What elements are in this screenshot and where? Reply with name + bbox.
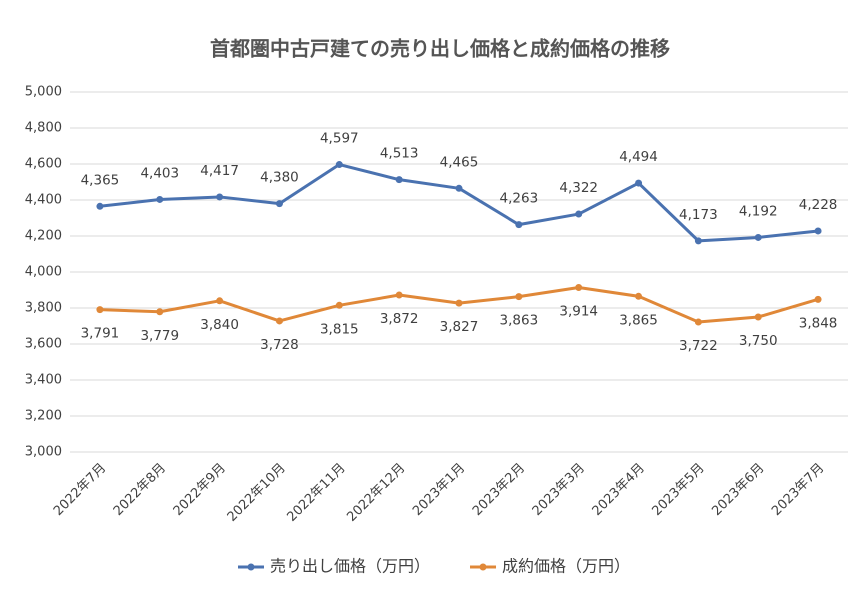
legend-label: 売り出し価格（万円） <box>270 557 430 576</box>
y-tick-label: 4,600 <box>25 157 62 172</box>
value-label: 3,872 <box>380 311 419 327</box>
marker <box>96 306 104 314</box>
legend-label: 成約価格（万円） <box>502 557 630 576</box>
value-label: 3,791 <box>81 326 120 342</box>
value-label: 4,228 <box>799 197 838 213</box>
marker <box>395 176 403 184</box>
marker <box>515 221 523 229</box>
marker <box>694 318 702 326</box>
marker <box>156 308 164 316</box>
marker <box>96 202 104 210</box>
marker <box>275 317 283 325</box>
value-label: 4,380 <box>260 170 299 186</box>
value-label: 3,815 <box>320 321 359 337</box>
value-label: 4,465 <box>440 154 479 170</box>
y-tick-label: 3,800 <box>25 301 62 316</box>
value-label: 3,779 <box>140 328 179 344</box>
value-label: 4,417 <box>200 163 239 179</box>
value-label: 4,322 <box>559 180 598 196</box>
value-label: 3,722 <box>679 338 718 354</box>
marker <box>216 193 224 201</box>
value-label: 4,173 <box>679 207 718 223</box>
value-label: 4,192 <box>739 203 778 219</box>
value-label: 4,597 <box>320 131 359 147</box>
value-label: 3,728 <box>260 337 299 353</box>
marker <box>335 161 343 169</box>
y-tick-label: 3,600 <box>25 337 62 352</box>
value-label: 4,263 <box>500 191 539 207</box>
value-label: 4,365 <box>81 172 120 188</box>
value-label: 3,750 <box>739 333 778 349</box>
legend-marker <box>247 563 255 571</box>
value-label: 3,865 <box>619 312 658 328</box>
y-tick-label: 3,200 <box>25 409 62 424</box>
y-tick-label: 4,800 <box>25 121 62 136</box>
marker <box>635 179 643 187</box>
value-label: 3,914 <box>559 303 598 319</box>
value-label: 4,494 <box>619 149 658 165</box>
marker <box>694 237 702 245</box>
y-tick-label: 3,000 <box>25 445 62 460</box>
value-label: 4,513 <box>380 146 419 162</box>
value-label: 3,827 <box>440 319 479 335</box>
value-label: 3,863 <box>500 313 539 329</box>
marker <box>455 299 463 307</box>
marker <box>814 227 822 235</box>
marker <box>455 184 463 192</box>
marker <box>575 283 583 291</box>
marker <box>754 233 762 241</box>
value-label: 3,848 <box>799 315 838 331</box>
value-label: 3,840 <box>200 317 239 333</box>
marker <box>754 313 762 321</box>
marker <box>216 297 224 305</box>
marker <box>515 293 523 301</box>
marker <box>275 200 283 208</box>
marker <box>156 195 164 203</box>
marker <box>575 210 583 218</box>
y-tick-label: 4,400 <box>25 193 62 208</box>
chart-title: 首都圏中古戸建ての売り出し価格と成約価格の推移 <box>210 37 670 61</box>
y-tick-label: 4,000 <box>25 265 62 280</box>
y-tick-label: 5,000 <box>25 85 62 100</box>
value-label: 4,403 <box>140 165 179 181</box>
marker <box>814 295 822 303</box>
marker <box>395 291 403 299</box>
marker <box>635 292 643 300</box>
marker <box>335 301 343 309</box>
y-tick-label: 3,400 <box>25 373 62 388</box>
legend-marker <box>479 563 487 571</box>
y-tick-label: 4,200 <box>25 229 62 244</box>
